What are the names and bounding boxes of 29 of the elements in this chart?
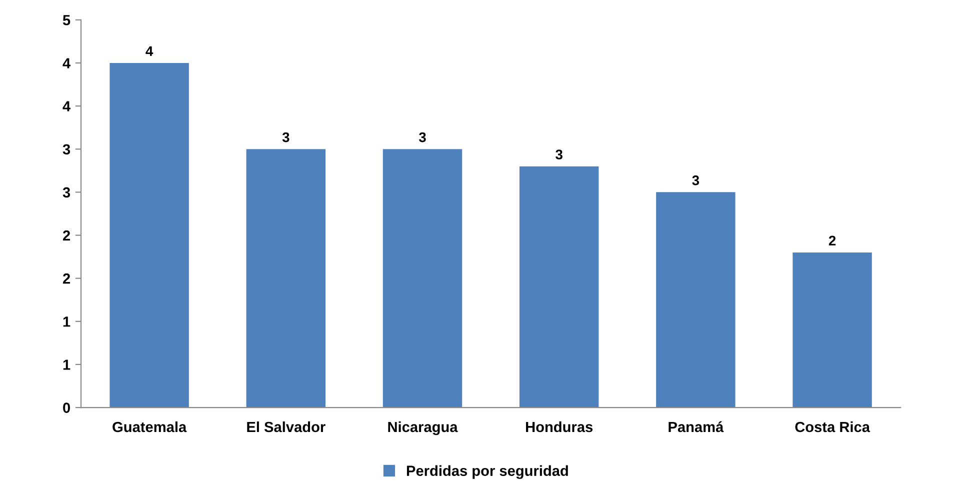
bar	[792, 252, 872, 408]
y-tick-label: 2	[62, 230, 70, 241]
y-tick-label: 3	[62, 187, 70, 198]
bar	[656, 192, 736, 408]
data-label: 3	[556, 150, 562, 160]
y-tick-label: 1	[63, 316, 70, 327]
x-tick-label: Costa Rica	[795, 421, 870, 432]
data-label: 2	[828, 236, 836, 246]
y-tick-label: 4	[62, 101, 71, 112]
y-tick-label: 4	[62, 58, 71, 68]
bar	[382, 149, 462, 408]
x-tick-label: El Salvador	[247, 421, 326, 432]
data-label: 3	[418, 132, 426, 142]
data-label: 4	[146, 46, 154, 56]
bar	[246, 149, 326, 408]
x-tick-label: Panamá	[668, 421, 724, 432]
bar	[110, 62, 189, 408]
bar	[519, 166, 599, 408]
legend-label: Perdidas por seguridad	[406, 465, 568, 479]
x-tick-label: Nicaragua	[388, 421, 458, 436]
data-label: 3	[692, 175, 700, 186]
y-tick-label: 1	[63, 360, 70, 370]
x-tick-label: Honduras	[526, 421, 593, 432]
y-tick-label: 5	[62, 15, 70, 26]
y-tick-label: 2	[62, 273, 70, 284]
y-tick-label: 0	[63, 402, 70, 413]
y-tick-label: 3	[62, 144, 70, 155]
data-label: 3	[282, 132, 290, 142]
x-tick-label: Guatemala	[112, 421, 187, 432]
